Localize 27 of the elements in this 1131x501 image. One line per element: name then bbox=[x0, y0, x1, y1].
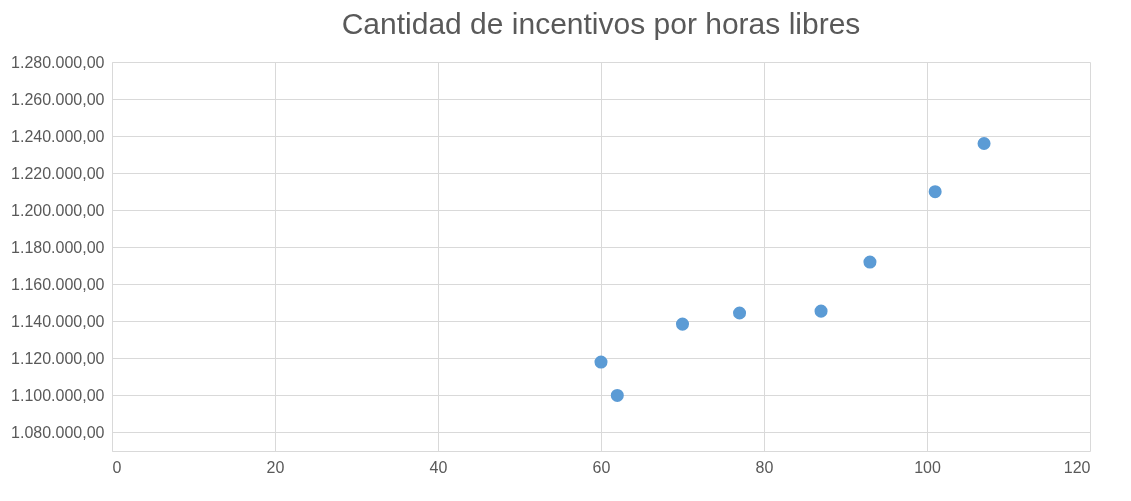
x-tick-label: 100 bbox=[914, 458, 941, 476]
y-tick-label: 1.220.000,00 bbox=[11, 164, 105, 182]
x-tick-label: 60 bbox=[592, 458, 611, 476]
point bbox=[675, 317, 690, 331]
y-tick-label: 1.280.000,00 bbox=[11, 53, 105, 71]
y-tick-label: 1.100.000,00 bbox=[11, 386, 105, 404]
x-tick-label: 40 bbox=[429, 458, 448, 476]
point bbox=[928, 185, 942, 199]
point bbox=[610, 388, 624, 402]
y-tick-label: 1.200.000,00 bbox=[11, 201, 105, 219]
y-tick-label: 1.180.000,00 bbox=[11, 238, 105, 256]
x-tick-label: 20 bbox=[266, 458, 285, 476]
y-tick-label: 1.140.000,00 bbox=[11, 312, 105, 330]
y-tick-label: 1.260.000,00 bbox=[11, 90, 105, 108]
y-tick-label: 1.080.000,00 bbox=[11, 423, 105, 441]
point bbox=[594, 355, 608, 369]
y-tick-label: 1.120.000,00 bbox=[11, 349, 105, 367]
chart-title: Cantidad de incentivos por horas libres bbox=[341, 7, 861, 40]
point bbox=[863, 255, 877, 269]
y-tick-label: 1.240.000,00 bbox=[11, 127, 105, 145]
x-tick-label: 80 bbox=[755, 458, 774, 476]
point bbox=[733, 306, 747, 320]
y-tick-label: 1.160.000,00 bbox=[11, 275, 105, 293]
point bbox=[977, 137, 991, 151]
point bbox=[814, 304, 828, 318]
x-tick-label: 0 bbox=[112, 458, 122, 476]
x-tick-label: 120 bbox=[1063, 458, 1091, 476]
